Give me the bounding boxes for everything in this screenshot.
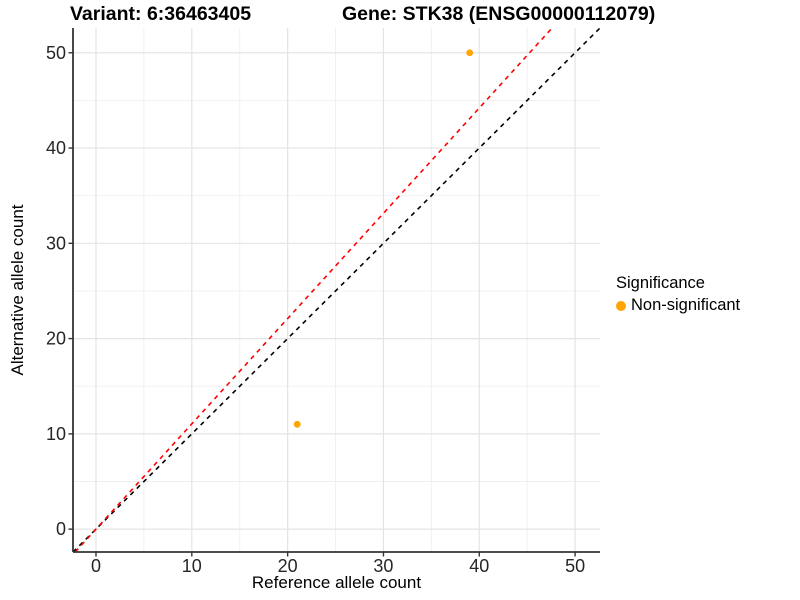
x-tick-label: 50 [565, 556, 585, 576]
x-tick-label: 30 [373, 556, 393, 576]
y-tick-label: 30 [46, 233, 66, 253]
x-tick-label: 0 [91, 556, 101, 576]
data-point [293, 420, 301, 428]
legend-item: Non-significant [616, 296, 740, 315]
variant-title: Variant: 6:36463405 [70, 3, 252, 25]
y-tick-label: 10 [46, 424, 66, 444]
y-tick-label: 20 [46, 329, 66, 349]
legend: Significance Non-significant [616, 274, 740, 315]
y-tick-label: 40 [46, 138, 66, 158]
y-tick-label: 50 [46, 43, 66, 63]
legend-title: Significance [616, 274, 705, 292]
y-tick-label: 0 [56, 519, 66, 539]
x-tick-label: 10 [182, 556, 202, 576]
gene-title: Gene: STK38 (ENSG00000112079) [342, 3, 656, 25]
data-point [466, 49, 474, 57]
legend-item-label: Non-significant [631, 296, 741, 314]
x-tick-label: 20 [278, 556, 298, 576]
y-axis-title: Alternative allele count [8, 204, 27, 376]
point-marker-icon [616, 300, 626, 311]
x-axis-title: Reference allele count [251, 573, 422, 592]
expected-ratio-line [74, 27, 553, 553]
x-tick-label: 40 [469, 556, 489, 576]
identity-line [72, 27, 601, 553]
